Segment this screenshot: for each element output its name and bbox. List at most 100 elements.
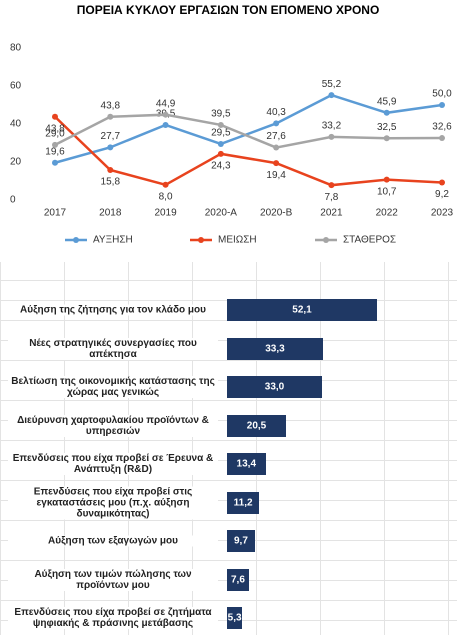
value-label: 52,1 [292,304,312,316]
data-label: 29,0 [45,129,65,140]
data-label: 7,8 [324,192,338,203]
line-chart: ΠΟΡΕΙΑ ΚΥΚΛΟΥ ΕΡΓΑΣΙΩΝ ΤΟΝ ΕΠΟΜΕΝΟ ΧΡΟΝΟ… [0,0,457,262]
value-label: 33,0 [264,381,285,393]
value-label: 9,7 [234,535,248,547]
value-label: 33,3 [265,343,285,354]
category-label: Βελτίωση της οικονομικής κατάστασης της … [8,376,218,398]
x-tick-label: 2017 [44,208,67,219]
point [107,113,114,120]
data-label: 19,6 [45,146,65,157]
category-label: Επενδύσεις που είχα προβεί σε ζητήματα ψ… [8,607,218,629]
point [273,160,280,167]
point [328,133,335,140]
point [52,113,58,120]
data-label: 44,9 [156,98,176,109]
x-tick-label: 2021 [320,208,343,219]
point [439,179,445,186]
x-tick-label: 2020-A [205,208,238,219]
bar: 7,6 [227,568,249,591]
category-label: Επενδύσεις που είχα προβεί σε Έρευνα & Α… [8,453,218,475]
value-label: 7,6 [230,574,245,585]
x-tick-label: 2020-B [260,208,293,219]
legend-label: ΜΕΙΩΣΗ [218,235,257,246]
legend-label: ΣΤΑΘΕΡΟΣ [343,235,396,246]
x-tick-label: 2023 [431,208,454,219]
value-label: 11,2 [233,497,253,508]
bar: 11,2 [227,491,260,514]
data-label: 43,8 [101,100,121,111]
data-label: 40,3 [266,107,286,118]
data-label: 45,9 [377,96,397,107]
data-label: 19,4 [266,170,286,181]
data-label: 8,0 [159,191,173,202]
data-label: 15,8 [101,177,121,188]
chart-area [0,0,457,262]
point [162,181,169,188]
category-label: Αύξηση της ζήτησης για τον κλάδο μου [8,304,218,316]
point [162,111,169,118]
point [217,150,224,157]
point [383,176,390,183]
point [328,92,335,99]
point [439,102,445,108]
point [273,144,280,151]
bar: 33,0 [227,376,323,398]
category-label: Διεύρυνση χαρτοφυλακίου προϊόντων & υπηρ… [8,414,218,437]
point [328,182,335,189]
legend-marker [323,237,329,243]
value-label: 5,3 [227,612,242,624]
legend-label: ΑΥΞΗΣΗ [93,235,133,246]
category-label: Αύξηση των εξαγωγών μου [8,535,218,547]
point [52,159,58,166]
y-tick-label: 80 [10,43,22,54]
legend-marker [73,237,79,243]
data-label: 27,6 [266,131,286,142]
y-tick-label: 20 [10,157,22,168]
chart-title: ΠΟΡΕΙΑ ΚΥΚΛΟΥ ΕΡΓΑΣΙΩΝ ΤΟΝ ΕΠΟΜΕΝΟ ΧΡΟΝΟ [77,3,380,17]
series-line [54,93,443,164]
y-tick-label: 60 [10,81,22,92]
point [273,120,280,127]
x-tick-label: 2019 [154,208,177,219]
point [217,121,224,128]
data-label: 10,7 [377,186,397,197]
series-line [54,113,443,149]
point [383,109,390,116]
y-tick-label: 40 [10,119,22,130]
data-label: 32,5 [377,122,397,133]
x-tick-label: 2018 [99,208,122,219]
bar: 20,5 [227,414,287,437]
data-label: 39,5 [211,109,231,120]
bar: 33,3 [227,337,323,360]
data-label: 27,7 [101,131,121,142]
bar-chart: Αύξηση της ζήτησης για τον κλάδο μου 52,1… [0,290,457,635]
series-line [54,115,443,187]
category-label: Αύξηση των τιμών πώλησης των προϊόντων μ… [8,568,218,591]
point [52,141,58,148]
x-tick-label: 2022 [376,208,399,219]
category-label: Νέες στρατηγικές συνεργασίες που απέκτησ… [8,337,218,360]
data-label: 9,2 [435,189,449,200]
data-label: 50,0 [432,89,452,100]
value-label: 20,5 [246,420,267,431]
point [217,140,224,147]
bar: 52,1 [227,299,378,321]
bar: 13,4 [227,453,266,475]
point [383,135,390,142]
data-label: 43,8 [45,123,65,134]
data-label: 29,5 [211,128,231,139]
data-label: 55,2 [322,79,342,90]
point [107,166,114,173]
point [439,135,445,142]
data-label: 33,2 [322,121,342,132]
point [107,144,114,151]
bar: 5,3 [227,607,243,629]
data-label: 32,6 [432,122,452,133]
point [162,121,169,128]
bar: 9,7 [227,530,255,552]
data-label: 24,3 [211,160,231,171]
y-tick-label: 0 [10,195,16,206]
legend-marker [198,237,204,243]
value-label: 13,4 [236,458,257,470]
